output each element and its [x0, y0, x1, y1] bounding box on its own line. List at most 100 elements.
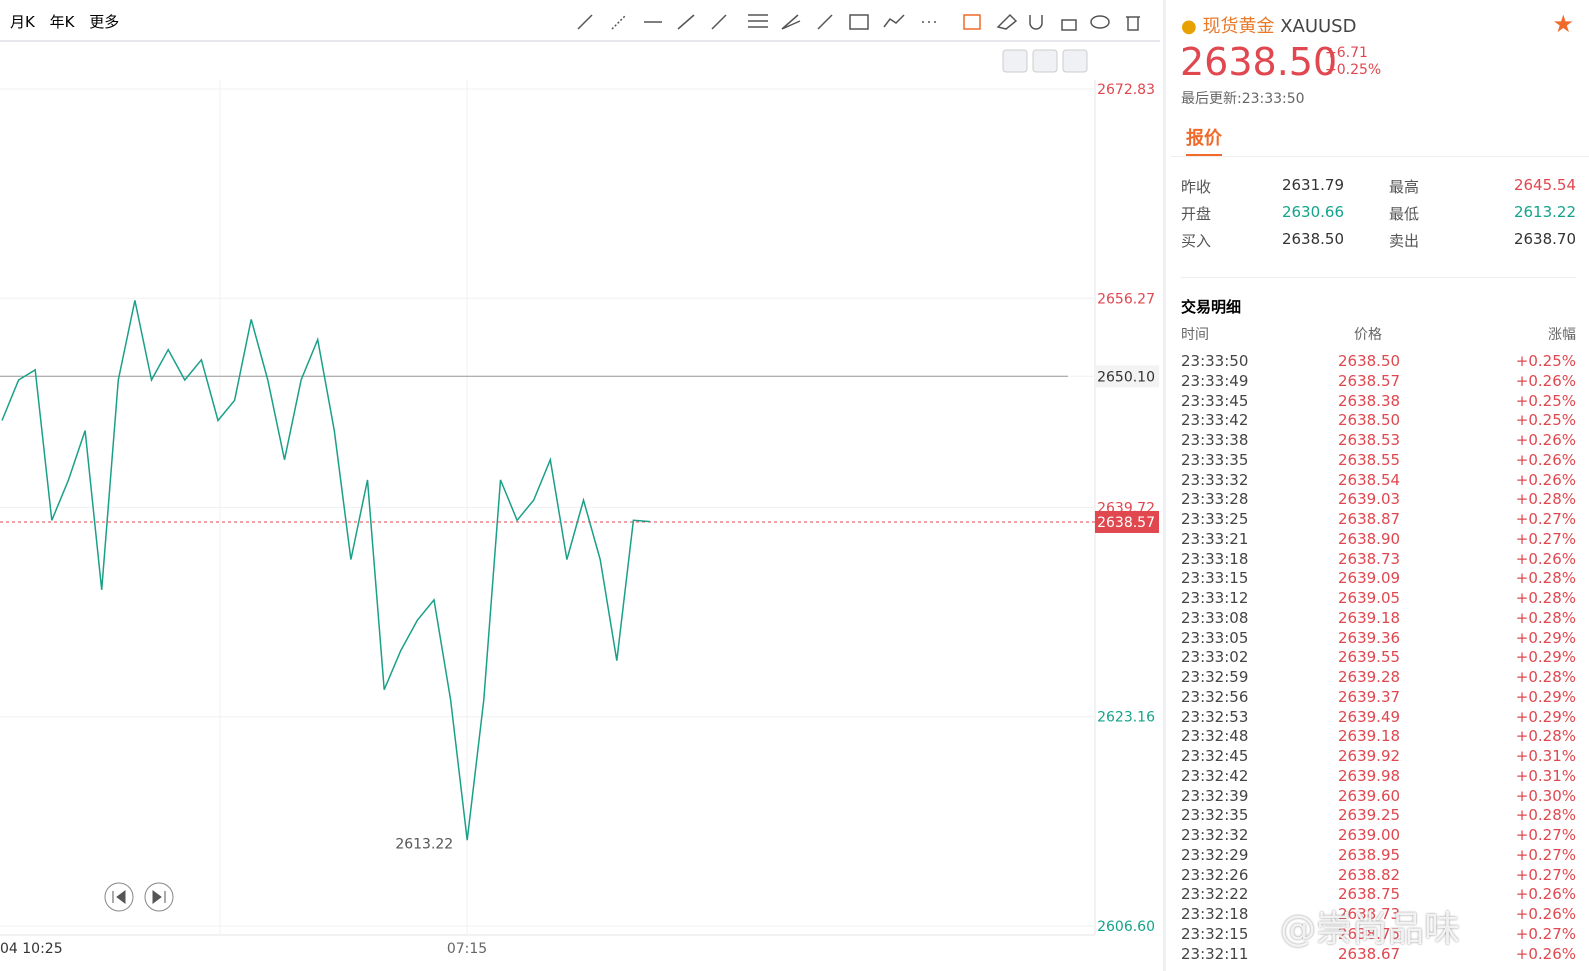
trade-change: +0.28%	[1515, 608, 1576, 627]
trade-row: 23:32:53 2639.49 +0.29%	[1181, 708, 1576, 728]
x-label: 07:15	[447, 941, 487, 957]
trade-time: 23:33:08	[1181, 608, 1249, 627]
trade-row: 23:32:39 2639.60 +0.30%	[1181, 787, 1576, 807]
trade-price: 2638.67	[1338, 944, 1401, 963]
stats-row: 昨收 2631.79 最高 2645.54	[1181, 176, 1576, 196]
trade-row: 23:33:08 2639.18 +0.28%	[1181, 609, 1576, 629]
trade-price: 2638.38	[1338, 391, 1401, 410]
trade-row: 23:32:26 2638.82 +0.27%	[1181, 866, 1576, 886]
divider	[1171, 156, 1589, 157]
trade-time: 23:33:15	[1181, 569, 1249, 588]
trade-price: 2638.87	[1338, 510, 1401, 528]
trade-change: +0.27%	[1515, 510, 1576, 528]
trade-change: +0.25%	[1515, 391, 1576, 410]
trade-price: 2638.50	[1338, 352, 1401, 370]
trade-time: 23:32:45	[1181, 747, 1249, 765]
trade-change: +0.28%	[1515, 569, 1576, 588]
trade-change: +0.30%	[1515, 786, 1576, 805]
trade-change: +0.27%	[1515, 529, 1576, 548]
trade-time: 23:32:39	[1181, 786, 1249, 805]
current-label: 2638.57	[1097, 515, 1155, 531]
trade-price: 2639.92	[1338, 747, 1401, 765]
trade-time: 23:33:25	[1181, 510, 1249, 528]
trade-price: 2639.18	[1338, 727, 1401, 746]
trade-change: +0.29%	[1515, 648, 1576, 667]
current-label-bg	[1095, 510, 1159, 533]
drawing-tools[interactable]	[570, 5, 1170, 35]
trade-row: 23:33:42 2638.50 +0.25%	[1181, 411, 1576, 431]
y-tick-label: 2672.83	[1097, 82, 1155, 98]
trade-change: +0.26%	[1515, 549, 1576, 568]
trade-row: 23:33:18 2638.73 +0.26%	[1181, 550, 1576, 570]
trade-change: +0.26%	[1515, 885, 1576, 904]
trade-row: 23:32:29 2638.95 +0.27%	[1181, 846, 1576, 866]
more[interactable]: 更多	[89, 13, 120, 31]
period-year[interactable]: 年K	[49, 13, 75, 31]
min-label: 2613.22	[395, 836, 453, 852]
trade-price: 2639.25	[1338, 806, 1401, 825]
trade-row: 23:33:12 2639.05 +0.28%	[1181, 589, 1576, 609]
trade-price: 2638.54	[1338, 470, 1401, 489]
trade-price: 2639.28	[1338, 668, 1401, 686]
trade-price: 2639.09	[1338, 569, 1401, 588]
trade-price: 2638.90	[1338, 529, 1401, 548]
updated: 最后更新:23:33:50	[1181, 91, 1305, 107]
trade-row: 23:32:22 2638.75 +0.26%	[1181, 885, 1576, 905]
y-tick-label: 2623.16	[1097, 710, 1155, 726]
trade-change: +0.28%	[1515, 668, 1576, 686]
trade-price: 2639.60	[1338, 786, 1401, 805]
trade-row: 23:33:45 2638.38 +0.25%	[1181, 392, 1576, 412]
trade-row: 23:32:35 2639.25 +0.28%	[1181, 806, 1576, 826]
trade-price: 2639.18	[1338, 608, 1401, 627]
trade-time: 23:33:49	[1181, 371, 1249, 390]
trade-price: 2638.73	[1338, 905, 1401, 923]
trade-price: 2638.82	[1338, 865, 1401, 884]
stat-label: 最低	[1389, 205, 1420, 223]
trade-time: 23:33:05	[1181, 628, 1249, 647]
stats-row: 买入 2638.50 卖出 2638.70	[1181, 230, 1576, 250]
x-label: 04 10:25	[0, 941, 63, 957]
trade-change: +0.28%	[1515, 727, 1576, 746]
trade-row: 23:32:56 2639.37 +0.29%	[1181, 688, 1576, 708]
stat-label: 买入	[1181, 232, 1212, 250]
trade-row: 23:32:45 2639.92 +0.31%	[1181, 747, 1576, 767]
trade-price: 2638.73	[1338, 549, 1401, 568]
trade-price: 2638.55	[1338, 450, 1401, 469]
trades-header: 时间 价格 涨幅	[1181, 324, 1576, 344]
trade-change: +0.25%	[1515, 352, 1576, 370]
tab[interactable]: 报价	[1186, 124, 1222, 157]
trade-change: +0.26%	[1515, 431, 1576, 449]
y-tick-label: 2656.27	[1097, 291, 1155, 307]
trade-time: 23:33:02	[1181, 648, 1249, 667]
period-month[interactable]: 月K	[10, 13, 35, 31]
trade-change: +0.27%	[1515, 865, 1576, 884]
trade-change: +0.26%	[1515, 450, 1576, 469]
trade-time: 23:33:18	[1181, 549, 1249, 568]
trade-row: 23:33:15 2639.09 +0.28%	[1181, 569, 1576, 589]
symbol: XAUUSD	[1280, 16, 1357, 37]
stat-value: 2630.66	[1281, 203, 1344, 221]
stat-label: 昨收	[1181, 178, 1212, 196]
change-pct: +0.25%	[1325, 62, 1382, 78]
trade-time: 23:32:29	[1181, 845, 1249, 864]
trade-time: 23:33:32	[1181, 470, 1249, 489]
stat-label: 开盘	[1181, 205, 1212, 223]
alert-label: 2650.10	[1097, 369, 1155, 385]
trade-price: 2638.57	[1338, 371, 1401, 390]
trade-change: +0.31%	[1515, 766, 1576, 785]
trade-time: 23:32:15	[1181, 924, 1249, 943]
quote-panel: ● 现货黄金 XAUUSD ★ 2638.50 +6.71 +0.25% 最后更…	[1163, 0, 1589, 971]
favorite[interactable]: ★	[1552, 10, 1574, 38]
chart-panel: 月K 年K 更多 2672.832656.272650.102639.72262…	[0, 13, 1160, 957]
trade-change: +0.29%	[1515, 687, 1576, 706]
trade-row: 23:33:49 2638.57 +0.26%	[1181, 372, 1576, 392]
trade-price: 2638.75	[1338, 885, 1401, 904]
trade-change: +0.26%	[1515, 371, 1576, 390]
trade-time: 23:33:38	[1181, 431, 1249, 449]
stat-value: 2638.50	[1281, 230, 1344, 248]
alert-label-bg	[1095, 365, 1159, 388]
trade-row: 23:32:32 2639.00 +0.27%	[1181, 826, 1576, 846]
trade-change: +0.26%	[1515, 470, 1576, 489]
trade-time: 23:32:42	[1181, 766, 1249, 785]
